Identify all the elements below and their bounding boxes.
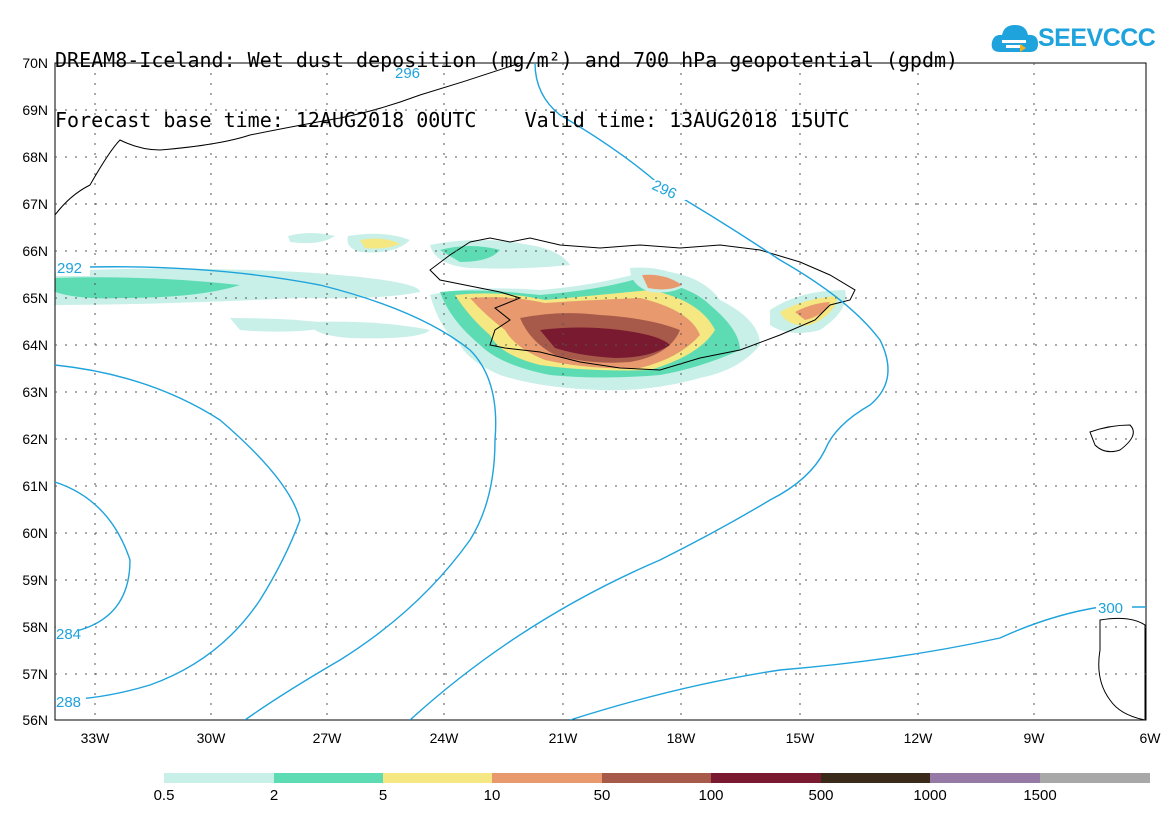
legend-label: 10 xyxy=(484,787,501,804)
lat-label: 64N xyxy=(22,337,48,353)
dust-deposition-shading xyxy=(55,233,846,391)
lat-label: 70N xyxy=(22,55,48,71)
lon-label: 33W xyxy=(81,730,111,746)
legend-label: 1000 xyxy=(913,787,946,804)
lon-label: 12W xyxy=(904,730,934,746)
lat-label: 69N xyxy=(22,102,48,118)
lat-label: 56N xyxy=(22,712,48,728)
lat-label: 59N xyxy=(22,572,48,588)
logo-text: SEEVCCC xyxy=(1038,24,1156,52)
cloud-icon xyxy=(991,25,1038,52)
lon-label: 27W xyxy=(313,730,343,746)
geopotential-contours xyxy=(55,63,1146,720)
gridlines xyxy=(55,63,1146,720)
title-line-2: Forecast base time: 12AUG2018 00UTC Vali… xyxy=(55,108,850,132)
contour-label: 288 xyxy=(56,694,81,711)
contour-label: 296 xyxy=(395,65,420,82)
lat-label: 68N xyxy=(22,149,48,165)
legend-label: 100 xyxy=(698,787,723,804)
lat-label: 66N xyxy=(22,243,48,259)
legend-swatch xyxy=(1040,773,1150,783)
lon-label: 30W xyxy=(197,730,227,746)
lat-label: 67N xyxy=(22,196,48,212)
legend-swatch xyxy=(930,773,1040,783)
legend-colorbar xyxy=(164,773,1150,783)
legend-swatch xyxy=(602,773,711,783)
lat-label: 63N xyxy=(22,384,48,400)
legend-swatch xyxy=(164,773,274,783)
lon-label: 9W xyxy=(1024,730,1046,746)
legend-label: 5 xyxy=(379,787,387,804)
legend-swatch xyxy=(383,773,492,783)
legend-swatch xyxy=(274,773,383,783)
lon-label: 18W xyxy=(667,730,697,746)
lon-label: 24W xyxy=(430,730,460,746)
legend-swatch xyxy=(821,773,930,783)
lon-label: 6W xyxy=(1140,730,1162,746)
legend-label: 0.5 xyxy=(154,787,175,804)
lat-label: 62N xyxy=(22,431,48,447)
lat-label: 65N xyxy=(22,290,48,306)
lat-label: 61N xyxy=(22,478,48,494)
seevccc-logo: SEEVCCC xyxy=(990,18,1156,58)
legend-swatch xyxy=(492,773,602,783)
title-line-1: DREAM8-Iceland: Wet dust deposition (mg/… xyxy=(55,48,959,72)
contour-label: 300 xyxy=(1098,600,1123,617)
lat-label: 60N xyxy=(22,525,48,541)
legend-label: 2 xyxy=(270,787,278,804)
contour-label: 284 xyxy=(56,626,81,643)
lat-label: 57N xyxy=(22,666,48,682)
lon-label: 21W xyxy=(549,730,579,746)
contour-label: 292 xyxy=(57,260,82,277)
coastlines xyxy=(55,63,1146,720)
legend-label: 50 xyxy=(594,787,611,804)
lon-label: 15W xyxy=(786,730,816,746)
legend-label: 500 xyxy=(808,787,833,804)
legend-label: 1500 xyxy=(1023,787,1056,804)
lat-label: 58N xyxy=(22,619,48,635)
map-title: DREAM8-Iceland: Wet dust deposition (mg/… xyxy=(55,10,958,150)
legend-swatch xyxy=(711,773,821,783)
plot-frame xyxy=(54,62,1147,721)
